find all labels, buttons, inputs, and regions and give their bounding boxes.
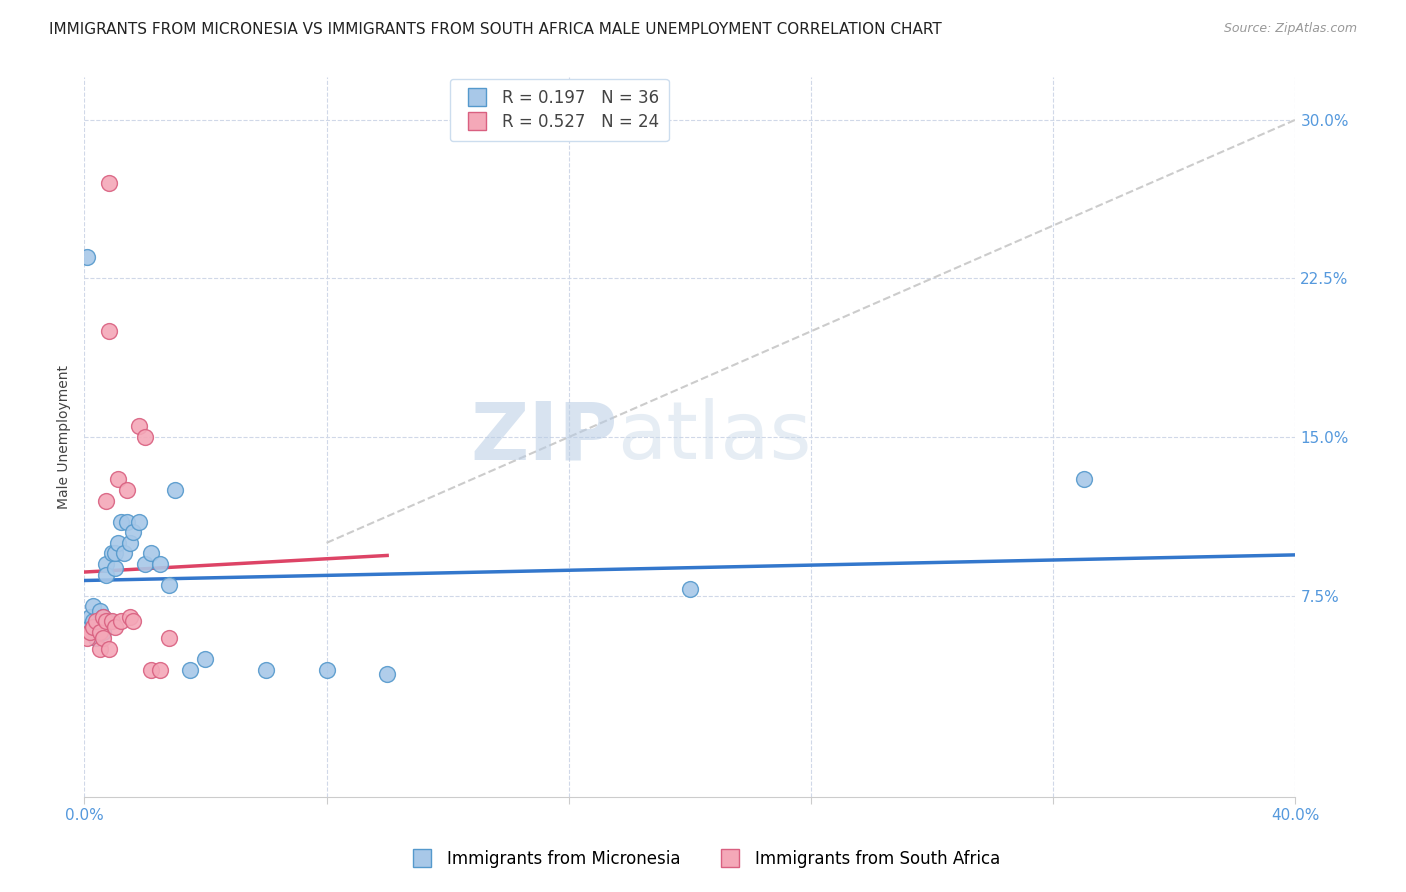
Point [76, 631, 98, 645]
Text: Source: ZipAtlas.com: Source: ZipAtlas.com [1223, 22, 1357, 36]
Point [157, 631, 180, 645]
Point [100, 614, 122, 628]
Point [254, 663, 277, 677]
Point [149, 557, 172, 571]
Point [375, 667, 398, 681]
Point [139, 546, 162, 560]
Point [118, 536, 141, 550]
Point [315, 663, 337, 677]
Point [91, 624, 114, 639]
Point [110, 515, 132, 529]
Point [89, 620, 111, 634]
Y-axis label: Male Unemployment: Male Unemployment [58, 365, 72, 509]
Point [82, 599, 104, 614]
Point [128, 515, 150, 529]
Point [89, 624, 111, 639]
Point [107, 536, 129, 550]
Point [115, 483, 138, 497]
Point [86, 631, 108, 645]
Point [157, 578, 180, 592]
Point [97, 324, 120, 338]
Point [115, 515, 138, 529]
Point [91, 610, 114, 624]
Point [97, 641, 120, 656]
Point [91, 631, 114, 645]
Text: atlas: atlas [617, 398, 811, 476]
Point [110, 614, 132, 628]
Point [134, 430, 156, 444]
Point [679, 582, 702, 597]
Point [97, 176, 120, 190]
Point [118, 610, 141, 624]
Text: ZIP: ZIP [470, 398, 617, 476]
Point [179, 663, 201, 677]
Point [134, 557, 156, 571]
Point [94, 567, 117, 582]
Point [76, 250, 98, 264]
Point [97, 614, 120, 628]
Point [149, 663, 172, 677]
Point [104, 546, 127, 560]
Point [94, 557, 117, 571]
Point [86, 614, 108, 628]
Text: IMMIGRANTS FROM MICRONESIA VS IMMIGRANTS FROM SOUTH AFRICA MALE UNEMPLOYMENT COR: IMMIGRANTS FROM MICRONESIA VS IMMIGRANTS… [49, 22, 942, 37]
Point [91, 610, 114, 624]
Point [100, 546, 122, 560]
Point [82, 614, 104, 628]
Legend: R = 0.197   N = 36, R = 0.527   N = 24: R = 0.197 N = 36, R = 0.527 N = 24 [450, 78, 669, 141]
Point [139, 663, 162, 677]
Point [94, 614, 117, 628]
Point [1073, 472, 1095, 486]
Point [82, 620, 104, 634]
Point [104, 561, 127, 575]
Point [165, 483, 187, 497]
Point [89, 641, 111, 656]
Point [128, 419, 150, 434]
Point [79, 624, 101, 639]
Point [76, 620, 98, 634]
Point [89, 603, 111, 617]
Point [121, 525, 143, 540]
Point [107, 472, 129, 486]
Point [79, 610, 101, 624]
Point [112, 546, 135, 560]
Point [104, 620, 127, 634]
Point [194, 652, 217, 666]
Point [94, 493, 117, 508]
Point [121, 614, 143, 628]
Legend: Immigrants from Micronesia, Immigrants from South Africa: Immigrants from Micronesia, Immigrants f… [399, 844, 1007, 875]
Point [79, 624, 101, 639]
